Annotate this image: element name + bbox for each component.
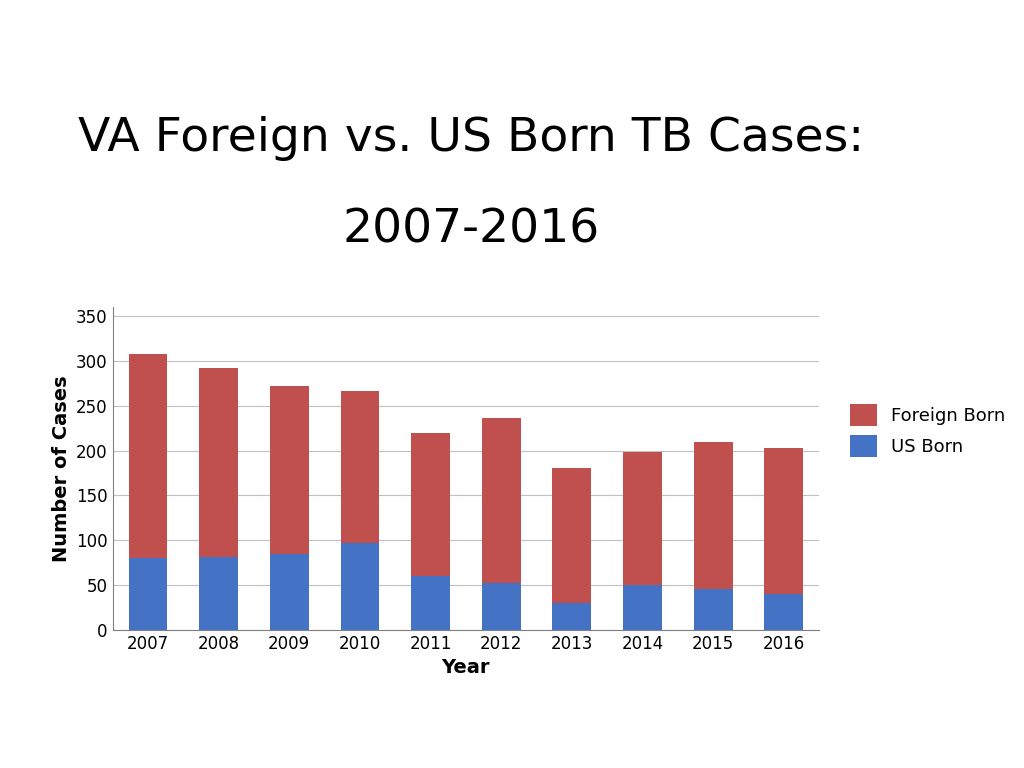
- Bar: [412, 432, 450, 576]
- Bar: [482, 583, 520, 630]
- Bar: [412, 576, 450, 630]
- Text: 2007-2016: 2007-2016: [342, 208, 600, 253]
- Bar: [624, 452, 662, 585]
- Bar: [129, 558, 167, 630]
- Bar: [200, 368, 238, 558]
- Bar: [341, 391, 379, 543]
- X-axis label: Year: Year: [441, 658, 490, 677]
- Bar: [694, 442, 732, 590]
- Bar: [270, 386, 308, 554]
- Bar: [341, 543, 379, 630]
- Legend: Foreign Born, US Born: Foreign Born, US Born: [843, 397, 1013, 465]
- Bar: [765, 448, 803, 594]
- Bar: [694, 590, 732, 630]
- Bar: [129, 354, 167, 558]
- Bar: [270, 554, 308, 630]
- Bar: [553, 468, 591, 603]
- Bar: [624, 585, 662, 630]
- Bar: [200, 558, 238, 630]
- Y-axis label: Number of Cases: Number of Cases: [51, 375, 71, 562]
- Bar: [765, 594, 803, 630]
- Bar: [553, 603, 591, 630]
- Bar: [482, 419, 520, 583]
- Text: VA Foreign vs. US Born TB Cases:: VA Foreign vs. US Born TB Cases:: [78, 116, 864, 161]
